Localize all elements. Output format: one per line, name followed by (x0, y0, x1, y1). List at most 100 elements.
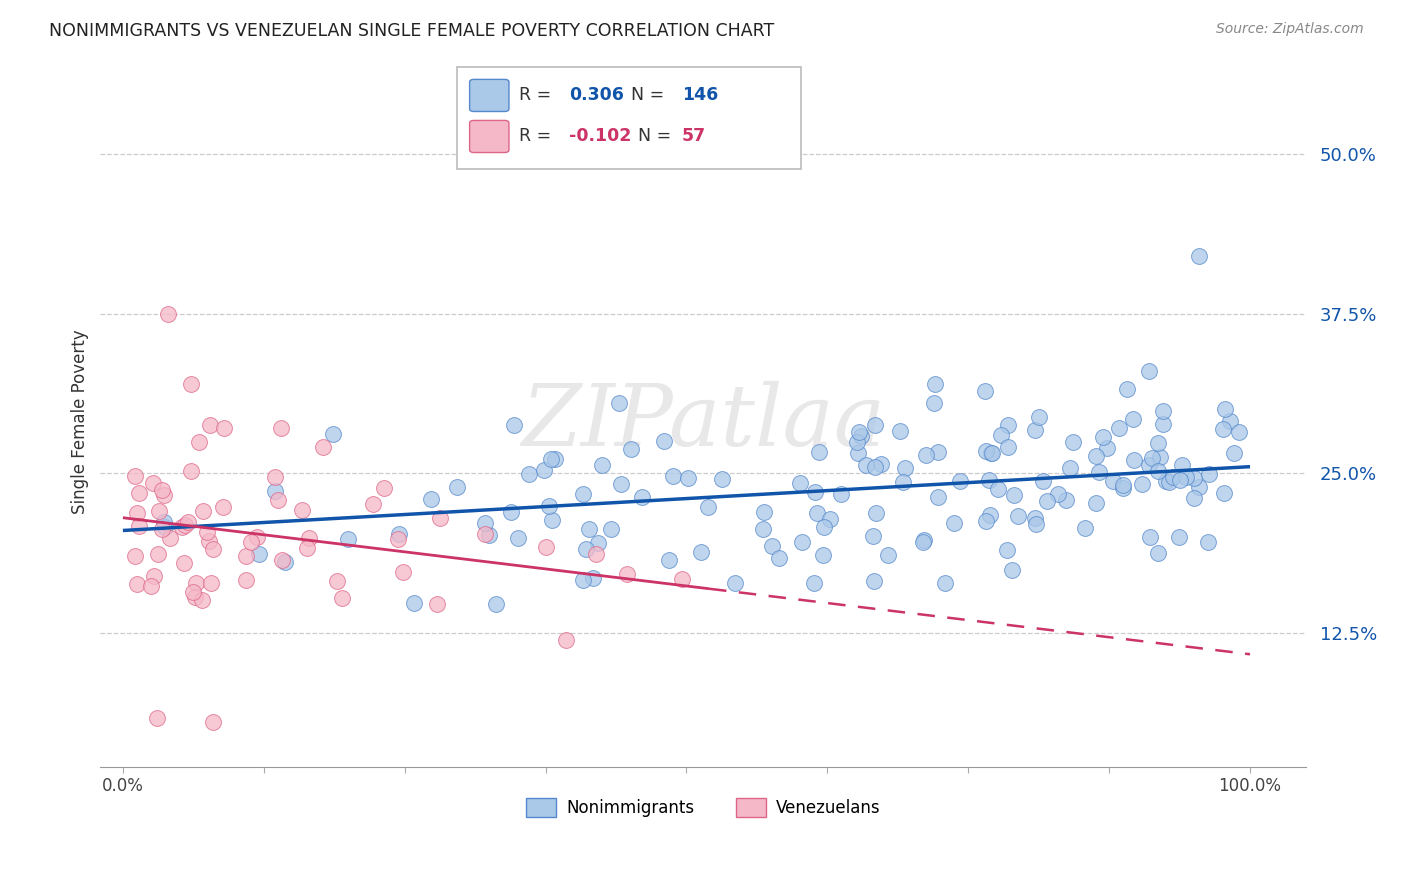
Point (534, 540, 557, 554)
Point (502, 418, 524, 433)
Point (1095, 441, 1118, 455)
Point (1197, 534, 1219, 549)
Point (607, 396, 630, 410)
Point (540, 513, 562, 527)
Point (291, 502, 314, 516)
Point (949, 474, 972, 488)
Point (630, 490, 652, 504)
Point (980, 446, 1002, 460)
Point (247, 547, 270, 561)
Point (188, 434, 211, 449)
Point (191, 593, 214, 607)
Point (1036, 494, 1059, 508)
Point (326, 574, 349, 589)
Text: 0.306: 0.306 (569, 87, 624, 104)
Point (235, 573, 257, 587)
Point (387, 533, 409, 547)
Point (724, 575, 747, 590)
Point (1182, 471, 1205, 485)
Point (848, 425, 870, 439)
Point (155, 520, 177, 534)
Point (419, 492, 441, 507)
Text: 146: 146 (682, 87, 718, 104)
Point (392, 565, 415, 579)
Point (1024, 511, 1046, 525)
Point (177, 515, 200, 529)
Point (1213, 401, 1236, 416)
Point (997, 418, 1019, 433)
Text: 57: 57 (682, 128, 706, 145)
Point (924, 377, 946, 392)
Point (1112, 478, 1135, 492)
Point (889, 424, 911, 438)
Point (264, 483, 287, 498)
Point (977, 474, 1000, 488)
Point (927, 445, 949, 459)
Point (752, 505, 775, 519)
Point (156, 306, 179, 320)
Point (1161, 470, 1184, 484)
Point (610, 477, 633, 491)
Point (172, 520, 194, 534)
Point (752, 522, 775, 536)
Point (915, 448, 938, 462)
Point (1116, 382, 1139, 396)
Point (572, 487, 595, 501)
Point (1159, 475, 1181, 489)
Point (768, 551, 790, 566)
Point (124, 469, 146, 483)
Point (789, 475, 811, 490)
Point (426, 597, 449, 611)
Point (575, 542, 598, 557)
Point (1001, 563, 1024, 577)
Point (845, 434, 868, 449)
Point (804, 485, 827, 500)
Point (152, 483, 174, 497)
Point (820, 512, 842, 526)
Point (125, 506, 148, 520)
Point (1139, 531, 1161, 545)
Text: ZIPatlaa: ZIPatlaa (522, 381, 886, 463)
Point (474, 516, 496, 531)
Point (1188, 480, 1211, 494)
Point (184, 591, 207, 605)
Point (1219, 414, 1241, 428)
Point (855, 458, 877, 473)
Point (863, 459, 886, 474)
Point (555, 632, 578, 647)
Point (862, 529, 884, 543)
Point (1062, 434, 1084, 449)
Point (200, 417, 222, 432)
Point (997, 440, 1019, 454)
Point (125, 576, 148, 591)
Point (180, 376, 202, 391)
Point (1122, 453, 1144, 467)
Point (499, 505, 522, 519)
Point (671, 572, 693, 586)
Point (173, 556, 195, 570)
Point (361, 497, 384, 511)
Text: NONIMMIGRANTS VS VENEZUELAN SINGLE FEMALE POVERTY CORRELATION CHART: NONIMMIGRANTS VS VENEZUELAN SINGLE FEMAL… (49, 22, 775, 40)
Point (1130, 476, 1153, 491)
Point (1188, 249, 1211, 263)
Point (1167, 530, 1189, 544)
Point (1007, 509, 1029, 524)
Point (128, 486, 150, 500)
Point (191, 504, 214, 518)
Point (1025, 517, 1047, 532)
Point (540, 451, 562, 466)
Point (1074, 521, 1097, 535)
Point (710, 472, 733, 486)
Point (808, 444, 831, 458)
Point (661, 468, 683, 483)
Point (195, 524, 218, 539)
Point (990, 428, 1012, 442)
Point (1028, 409, 1050, 424)
Point (811, 548, 834, 562)
Point (1184, 491, 1206, 506)
Point (270, 421, 292, 435)
Point (478, 528, 501, 542)
Point (652, 434, 675, 449)
Point (1174, 469, 1197, 483)
Point (1227, 425, 1250, 439)
